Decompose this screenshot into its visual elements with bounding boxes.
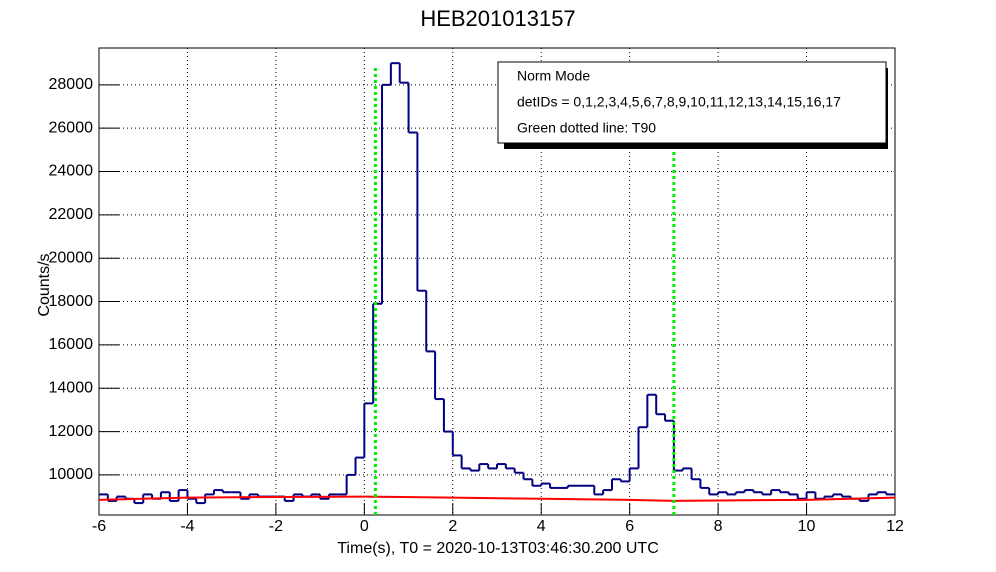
y-tick-label: 12000 <box>49 423 94 440</box>
legend-entry: Norm Mode <box>517 68 590 84</box>
chart-title: HEB201013157 <box>420 6 575 31</box>
x-tick-label: 2 <box>448 518 457 535</box>
background-line <box>98 495 896 502</box>
x-tick-label: -4 <box>180 518 194 535</box>
plot-layer: -6 -4 -2 0 2 4 6 8 10 12 10000 12000 14000 16000 18000… <box>49 48 904 535</box>
y-tick-label: 14000 <box>49 379 94 396</box>
x-tick-label: 8 <box>714 518 723 535</box>
plot-frame <box>98 47 896 516</box>
x-tick-label: 4 <box>537 518 546 535</box>
x-tick-label: 0 <box>360 518 369 535</box>
legend-entry: Green dotted line: T90 <box>517 120 656 136</box>
y-tick-label: 16000 <box>49 336 94 353</box>
y-tick-label: 24000 <box>49 163 94 180</box>
y-tick-label: 10000 <box>49 466 94 483</box>
x-tick-label: -2 <box>269 518 283 535</box>
x-axis-label: Time(s), T0 = 2020-10-13T03:46:30.200 UT… <box>337 540 659 557</box>
y-tick-label: 26000 <box>49 119 94 136</box>
y-tick-label: 20000 <box>49 249 94 266</box>
x-tick-label: 10 <box>798 518 816 535</box>
y-tick-label: 22000 <box>49 206 94 223</box>
legend-entry: detIDs = 0,1,2,3,4,5,6,7,8,9,10,11,12,13… <box>517 94 841 110</box>
y-tick-label: 28000 <box>49 76 94 93</box>
x-tick-label: 12 <box>886 518 904 535</box>
y-axis-label: Counts/s <box>36 253 53 316</box>
x-tick-label: 6 <box>625 518 634 535</box>
legend-box <box>497 61 887 144</box>
y-tick-label: 18000 <box>49 293 94 310</box>
x-tick-label: -6 <box>92 518 106 535</box>
